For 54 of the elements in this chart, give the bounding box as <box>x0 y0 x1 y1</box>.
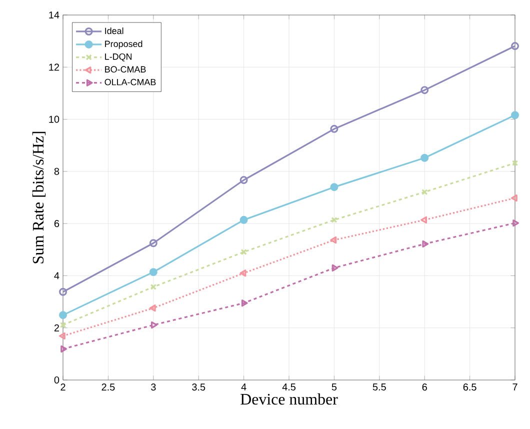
point <box>240 176 248 184</box>
x-tick-label: 5 <box>332 384 337 390</box>
point <box>60 322 66 328</box>
point <box>240 270 246 277</box>
point <box>240 216 248 224</box>
point <box>330 236 337 244</box>
point <box>512 219 520 227</box>
y-tick-label: 10 <box>49 116 60 123</box>
x-tick-label: 6.5 <box>463 384 476 391</box>
point <box>149 239 158 248</box>
legend-label: L-DQN <box>105 53 132 62</box>
point <box>420 86 429 94</box>
y-tick-label: 2 <box>54 324 59 332</box>
point <box>422 240 429 248</box>
x-tick-label: 4.5 <box>282 384 296 390</box>
point <box>511 111 520 120</box>
point <box>149 304 156 312</box>
y-tick-label: 4 <box>54 272 60 280</box>
point <box>151 321 158 329</box>
x-tick-label: 5.5 <box>372 384 386 390</box>
y-tick-label: 6 <box>54 220 60 228</box>
point <box>422 188 428 196</box>
point <box>332 264 338 272</box>
legend-label: BO-CMAB <box>105 66 146 73</box>
point <box>59 311 68 320</box>
point <box>241 300 248 307</box>
x-tick-label: 4 <box>241 384 246 390</box>
point <box>60 345 68 353</box>
x-tick-label: 2.5 <box>102 384 115 391</box>
point <box>240 248 247 256</box>
point <box>59 332 66 340</box>
point <box>149 268 158 276</box>
x-tick-label: 2 <box>60 384 66 390</box>
point <box>331 216 338 223</box>
x-tick-label: 6 <box>422 384 427 391</box>
point <box>330 183 338 192</box>
y-tick-label: 12 <box>49 64 59 71</box>
y-tick-label: 0 <box>54 376 60 384</box>
x-tick-label: 7 <box>512 384 518 390</box>
legend-label: Ideal <box>105 27 124 34</box>
x-tick-label: 3 <box>151 384 156 391</box>
point <box>420 216 428 224</box>
point <box>420 154 429 162</box>
x-axis-title: Device number <box>240 393 338 405</box>
point <box>511 194 518 202</box>
point <box>512 160 518 166</box>
y-tick-label: 14 <box>49 12 60 18</box>
legend-label: Proposed <box>105 40 142 49</box>
y-tick-label: 8 <box>54 168 60 175</box>
legend-label: OLLA-CMAB <box>104 78 156 86</box>
point <box>150 284 156 290</box>
x-tick-label: 3.5 <box>192 384 206 391</box>
y-axis-title: Sum Rate [bits/s/Hz] <box>32 132 46 264</box>
point <box>330 124 338 133</box>
